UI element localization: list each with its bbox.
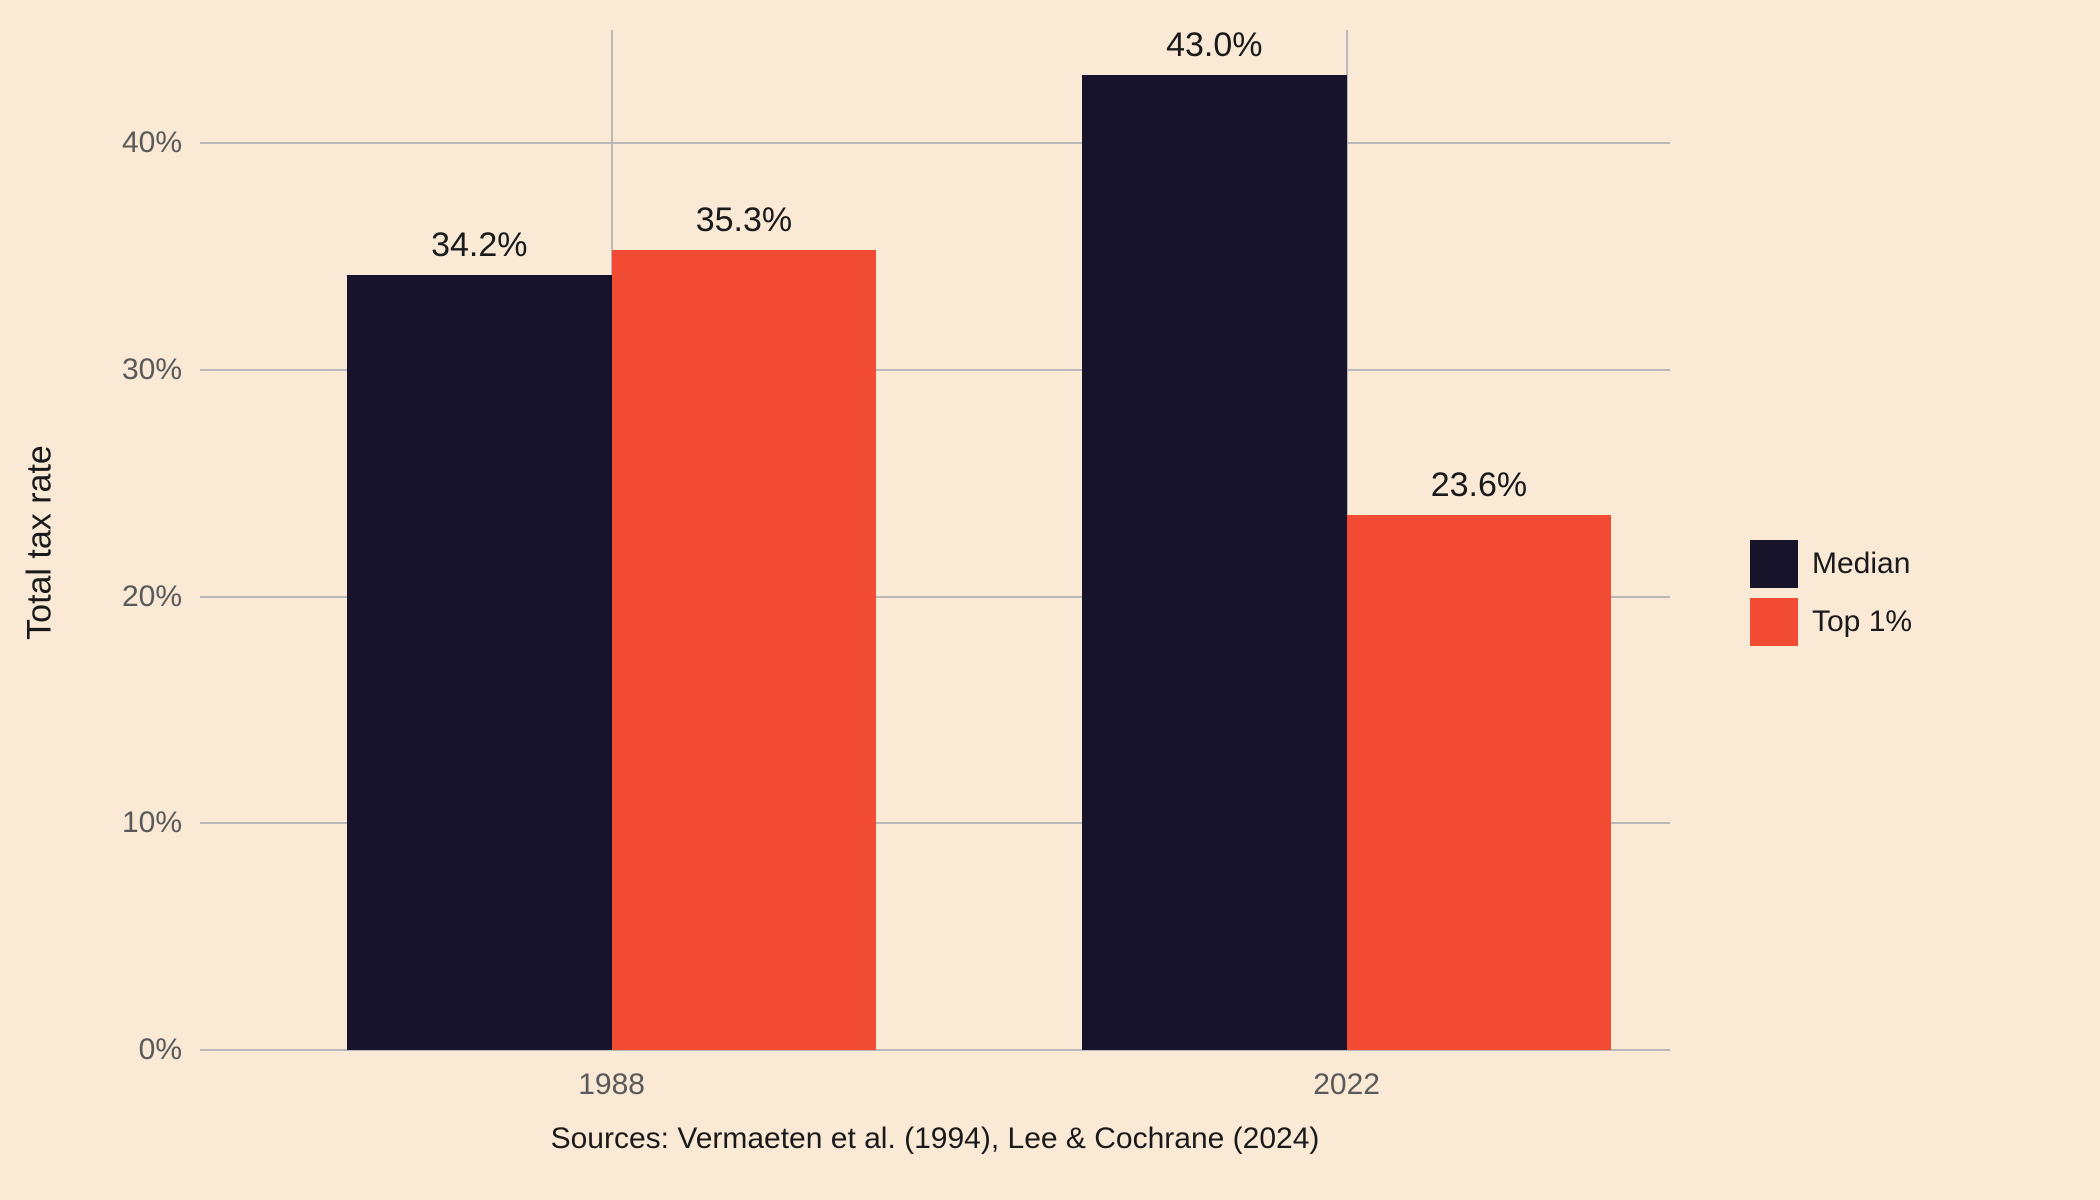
legend-label: Median [1812, 547, 1910, 581]
y-axis-title: Total tax rate [21, 343, 60, 743]
tax-rate-chart: 0%10%20%30%40%1988202234.2%35.3%43.0%23.… [0, 0, 2100, 1200]
x-tick-label: 2022 [1313, 1050, 1380, 1102]
bar [1082, 75, 1347, 1050]
chart-caption: Sources: Vermaeten et al. (1994), Lee & … [551, 1050, 1320, 1156]
y-tick-label: 0% [139, 1033, 200, 1067]
bar [612, 250, 877, 1050]
bar-value-label: 34.2% [431, 226, 527, 275]
legend-swatch [1750, 540, 1798, 588]
legend-item: Top 1% [1750, 598, 1912, 646]
legend-label: Top 1% [1812, 605, 1912, 639]
legend-swatch [1750, 598, 1798, 646]
y-tick-label: 10% [122, 806, 200, 840]
plot-area: 0%10%20%30%40%1988202234.2%35.3%43.0%23.… [200, 30, 1670, 1050]
bar [1347, 515, 1612, 1050]
bar-value-label: 43.0% [1166, 26, 1262, 75]
y-tick-label: 20% [122, 580, 200, 614]
bar [347, 275, 612, 1050]
bar-value-label: 23.6% [1431, 466, 1527, 515]
legend: Median Top 1% [1750, 540, 1912, 656]
y-tick-label: 40% [122, 126, 200, 160]
legend-item: Median [1750, 540, 1912, 588]
y-tick-label: 30% [122, 353, 200, 387]
gridline [200, 142, 1670, 144]
bar-value-label: 35.3% [696, 201, 792, 250]
